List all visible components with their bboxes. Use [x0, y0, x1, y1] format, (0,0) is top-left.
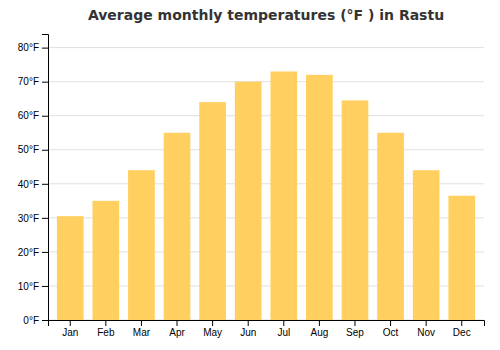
x-tick-label: Nov: [417, 327, 435, 338]
chart: 0°F 10°F 20°F 30°F 40°F 50°F 60°F 70°F 80°F Jan Fe…: [0, 0, 500, 350]
x-tick-mark: [212, 320, 213, 326]
grid-line: [48, 81, 484, 82]
y-axis: 0°F 10°F 20°F 30°F 40°F 50°F 60°F 70°F 80°F: [18, 35, 49, 326]
x-tick-label: May: [203, 327, 222, 338]
x-tick-mark: [177, 320, 178, 326]
x-tick-label: Feb: [97, 327, 115, 338]
x-tick: Jul: [277, 320, 290, 338]
y-tick: 20°F: [18, 247, 48, 258]
y-tick: 30°F: [18, 213, 48, 224]
bar: [270, 71, 297, 320]
x-axis: Jan Feb Mar Apr May Jun Jul Aug Sep Oct Nov Dec: [49, 320, 485, 338]
y-tick-mark: [42, 286, 48, 287]
y-tick: 10°F: [18, 281, 48, 292]
bar: [448, 196, 475, 320]
y-tick: 80°F: [18, 42, 48, 53]
x-tick-mark: [70, 320, 71, 326]
x-tick: Nov: [417, 320, 435, 338]
x-tick: Mar: [133, 320, 151, 338]
y-tick: 70°F: [18, 76, 48, 87]
x-tick: Jan: [62, 320, 78, 338]
bar: [164, 133, 191, 320]
y-tick-label: 10°F: [18, 281, 39, 292]
grid-line: [48, 47, 484, 48]
y-tick-mark: [42, 252, 48, 253]
x-tick-mark: [248, 320, 249, 326]
x-tick-label: Sep: [346, 327, 364, 338]
y-tick: 60°F: [18, 110, 48, 121]
y-tick-label: 60°F: [18, 110, 39, 121]
x-tick-label: Dec: [453, 327, 471, 338]
bar: [92, 201, 119, 320]
x-tick-mark: [354, 320, 355, 326]
x-tick: Dec: [453, 320, 471, 338]
x-tick-label: Jun: [240, 327, 256, 338]
y-tick-mark: [42, 82, 48, 83]
x-tick-mark: [319, 320, 320, 326]
x-tick: Sep: [346, 320, 364, 338]
y-tick-mark: [42, 150, 48, 151]
y-tick-mark: [42, 48, 48, 49]
bar: [199, 102, 226, 320]
x-tick-label: Apr: [169, 327, 185, 338]
y-tick-label: 50°F: [18, 144, 39, 155]
bar: [342, 100, 369, 320]
grid-line: [48, 149, 484, 150]
x-tick-mark: [390, 320, 391, 326]
bar: [306, 75, 333, 320]
y-tick: 40°F: [18, 179, 48, 190]
plot: 0°F 10°F 20°F 30°F 40°F 50°F 60°F 70°F 80°F Jan Fe…: [18, 35, 485, 339]
y-tick-label: 20°F: [18, 247, 39, 258]
y-tick-mark: [42, 218, 48, 219]
x-tick: Apr: [169, 320, 185, 338]
x-tick-mark: [141, 320, 142, 326]
grid-line: [48, 115, 484, 116]
y-tick-mark: [42, 320, 48, 321]
x-tick: May: [203, 320, 222, 338]
bar: [235, 82, 262, 320]
x-tick: Aug: [310, 320, 328, 338]
x-tick-label: Mar: [133, 327, 151, 338]
y-tick-label: 80°F: [18, 42, 39, 53]
bar: [128, 170, 155, 320]
y-tick-label: 30°F: [18, 213, 39, 224]
y-tick: 50°F: [18, 144, 48, 155]
grid: [48, 48, 484, 320]
x-tick: Feb: [97, 320, 115, 338]
x-tick-mark: [105, 320, 106, 326]
bars: [57, 71, 475, 320]
bar: [413, 170, 440, 320]
y-tick-mark: [42, 116, 48, 117]
x-axis-line: [49, 321, 485, 327]
y-tick: 0°F: [23, 315, 48, 326]
y-axis-line: [42, 35, 49, 321]
x-tick-label: Jan: [62, 327, 78, 338]
x-tick-label: Jul: [277, 327, 290, 338]
title: Average monthly temperatures (°F ) in Ra…: [88, 7, 444, 23]
bar: [377, 133, 404, 320]
y-tick-label: 0°F: [23, 315, 39, 326]
y-tick-label: 70°F: [18, 76, 39, 87]
bar: [57, 216, 84, 320]
y-tick-mark: [42, 184, 48, 185]
x-tick-label: Oct: [383, 327, 399, 338]
x-tick-mark: [461, 320, 462, 326]
x-tick-mark: [283, 320, 284, 326]
x-tick-mark: [426, 320, 427, 326]
y-tick-label: 40°F: [18, 179, 39, 190]
x-tick: Jun: [240, 320, 256, 338]
x-tick: Oct: [383, 320, 399, 338]
x-tick-label: Aug: [310, 327, 328, 338]
